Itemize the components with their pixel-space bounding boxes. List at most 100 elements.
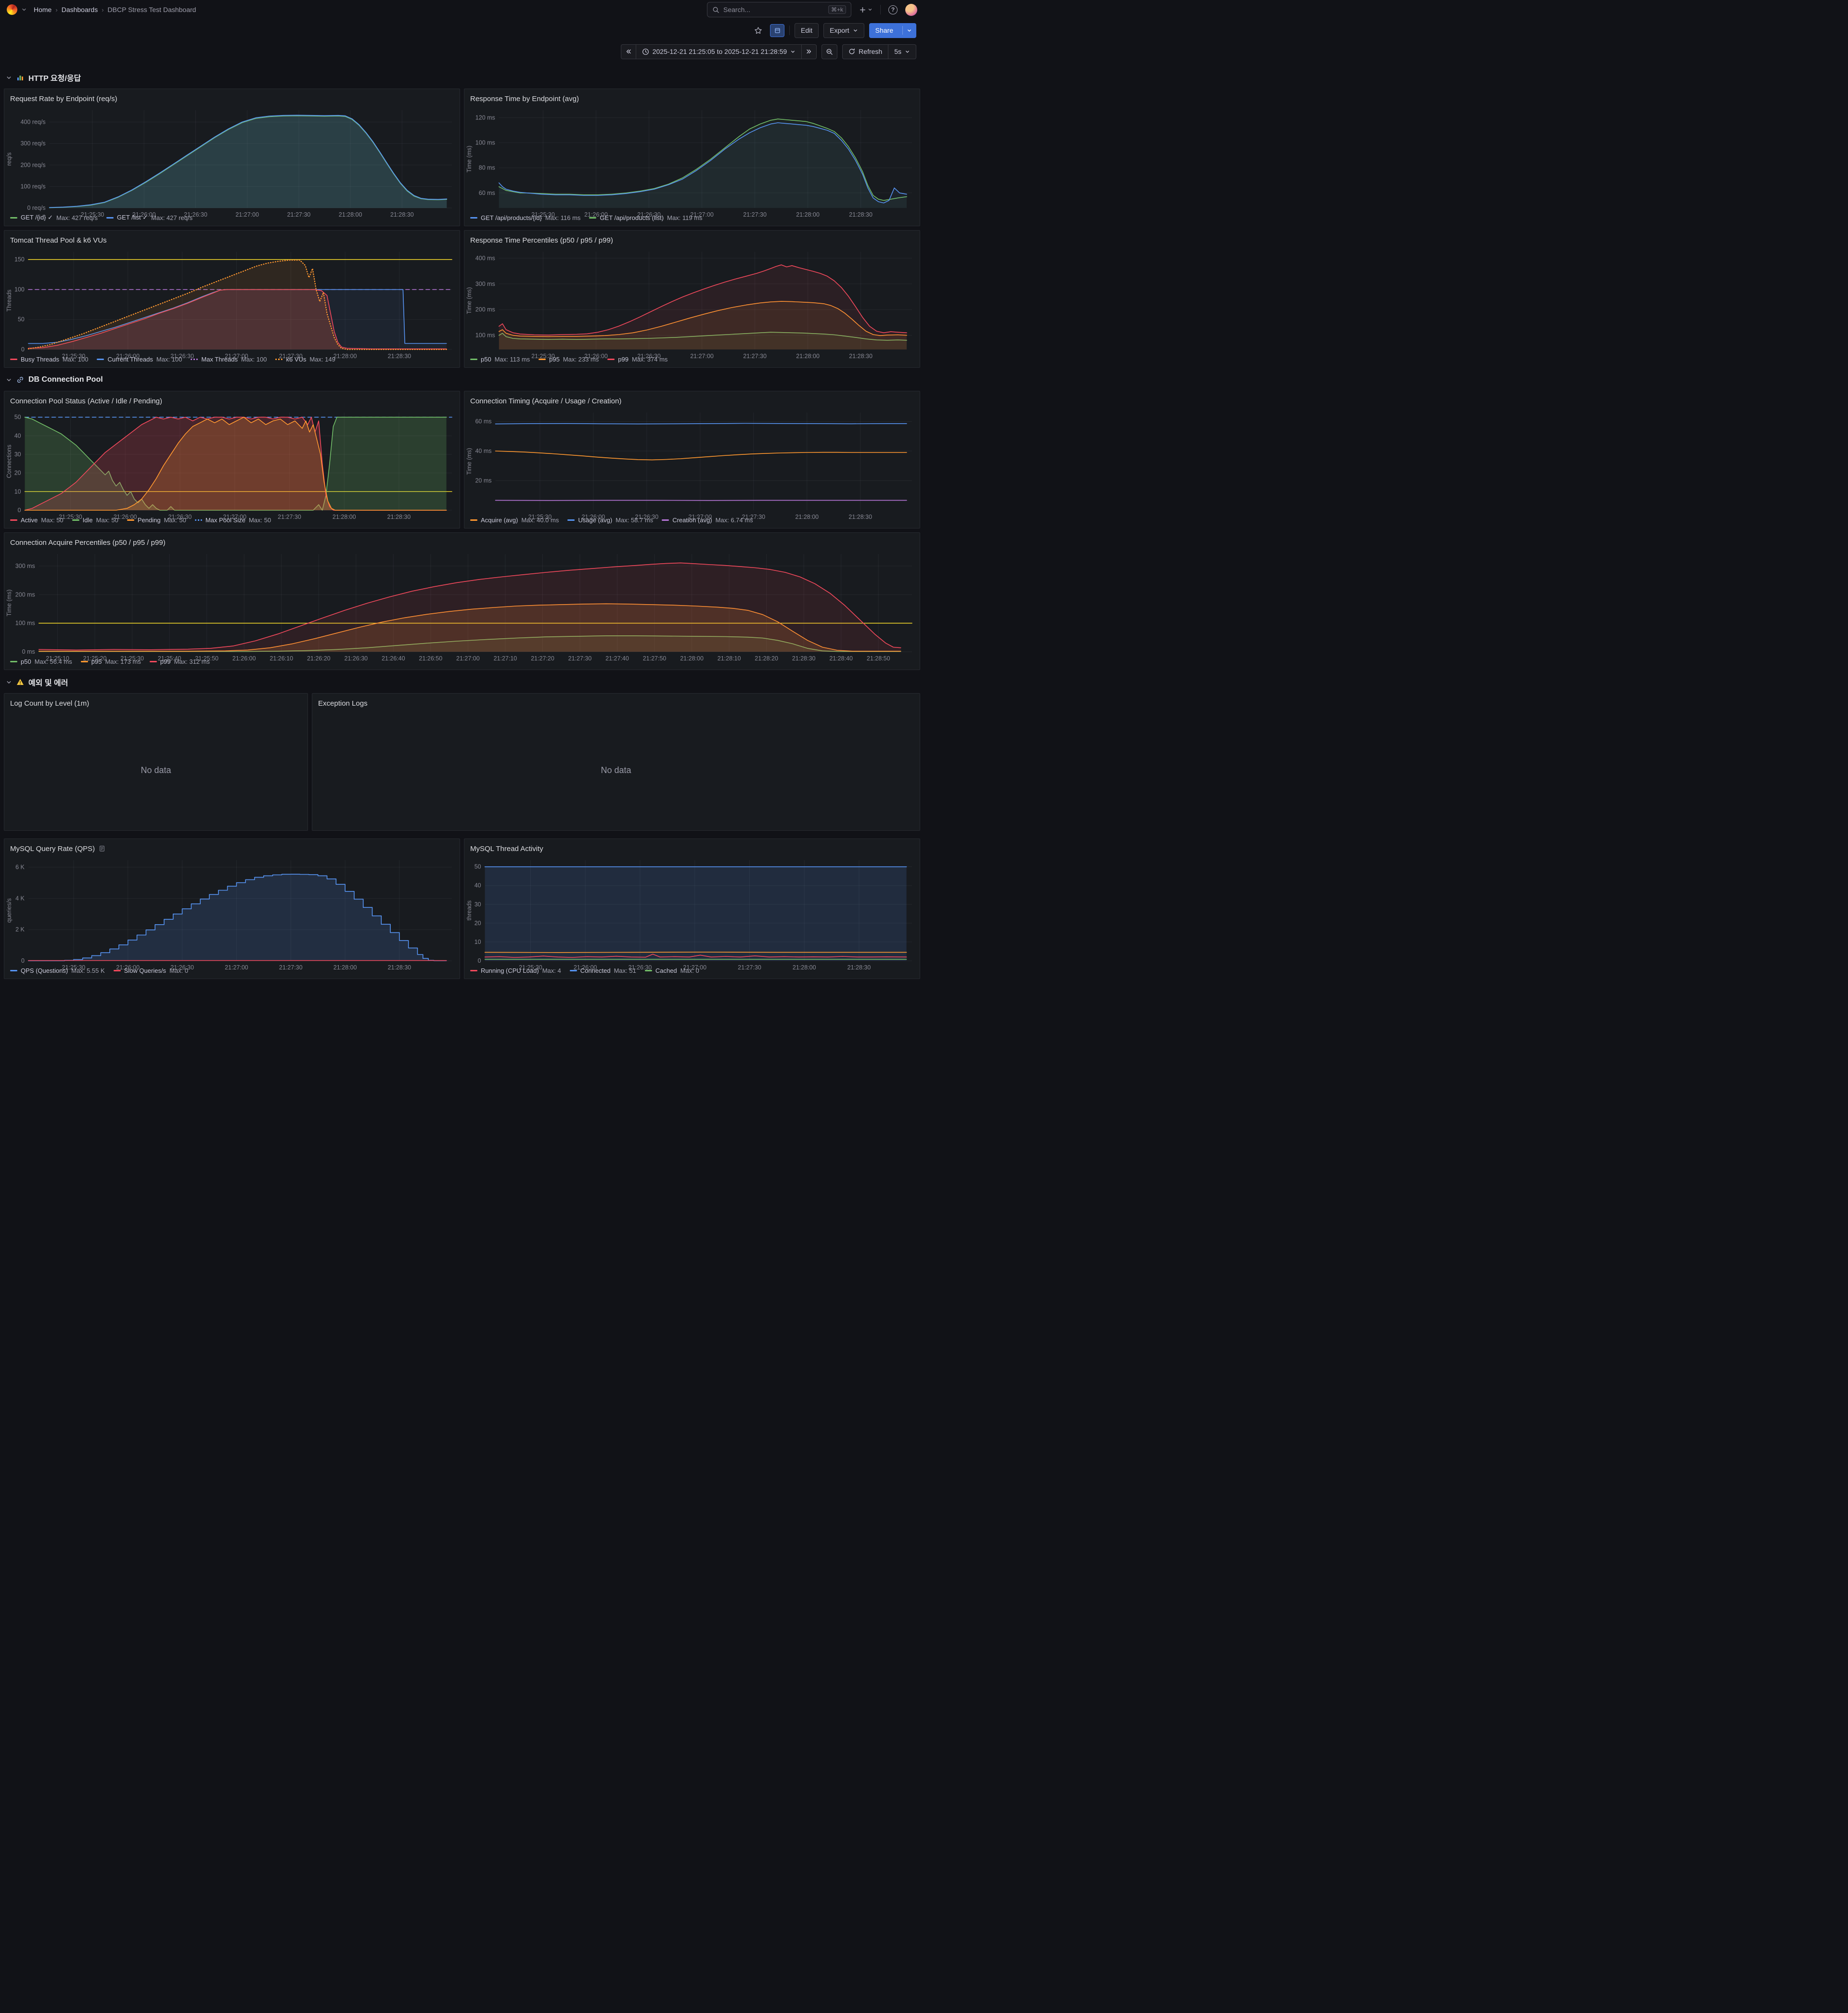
zoom-out-icon (826, 49, 833, 55)
panel-header[interactable]: Response Time Percentiles (p50 / p95 / p… (464, 231, 920, 247)
legend-item[interactable]: Max Threads Max: 100 (191, 356, 267, 363)
legend-series-max: Max: 100 (156, 356, 182, 363)
legend-item[interactable]: GET /api/products (list) Max: 119 ms (589, 214, 703, 221)
legend-item[interactable]: Slow Queries/s Max: 0 (113, 967, 188, 974)
panel-header[interactable]: Exception Logs (312, 694, 920, 710)
legend-item[interactable]: Acquire (avg) Max: 40.0 ms (470, 516, 559, 524)
clock-icon (642, 48, 649, 55)
panel-pool-status: Connection Pool Status (Active / Idle / … (4, 391, 460, 529)
no-data-text: No data (601, 765, 631, 775)
time-range-picker[interactable]: 2025-12-21 21:25:05 to 2025-12-21 21:28:… (635, 44, 802, 59)
share-button[interactable]: Share (869, 23, 916, 38)
kiosk-toggle-button[interactable] (770, 24, 785, 37)
legend-item[interactable]: p95 Max: 233 ms (539, 356, 599, 363)
chart-tomcat-threads[interactable]: 21:25:30 21:26:00 21:26:30 21:27:00 21:27:30… (4, 247, 460, 360)
svg-text:21:26:30: 21:26:30 (170, 353, 194, 360)
chart-pool-status[interactable]: 21:25:30 21:26:00 21:26:30 21:27:00 21:27:30… (4, 408, 460, 520)
section-errors-header[interactable]: 예외 및 에러 (6, 675, 918, 689)
section-dbcp-header[interactable]: DB Connection Pool (6, 373, 918, 387)
help-button[interactable]: ? (886, 2, 900, 17)
svg-text:21:27:30: 21:27:30 (743, 353, 767, 360)
legend-series-max: Max: 50 (96, 516, 118, 524)
legend-item[interactable]: Active Max: 50 (10, 516, 64, 524)
legend-item[interactable]: p50 Max: 113 ms (470, 356, 530, 363)
svg-text:21:28:20: 21:28:20 (755, 655, 778, 662)
export-button[interactable]: Export (823, 23, 864, 38)
panel-header[interactable]: Log Count by Level (1m) (4, 694, 308, 710)
breadcrumb-dashboards[interactable]: Dashboards (61, 6, 98, 13)
legend-item[interactable]: QPS (Questions) Max: 5.55 K (10, 967, 105, 974)
org-switcher-chevron-icon[interactable] (21, 7, 27, 13)
panel-description-icon[interactable] (99, 845, 105, 852)
legend-item[interactable]: Current Threads Max: 100 (97, 356, 182, 363)
svg-text:21:27:00: 21:27:00 (689, 514, 712, 520)
chart-legend: GET /{id} ✓ Max: 427 req/s GET /list ✓ Max:… (4, 213, 460, 226)
star-button[interactable] (751, 23, 765, 38)
legend-series-max: Max: 0 (680, 967, 699, 974)
edit-button[interactable]: Edit (795, 23, 819, 38)
legend-series-color (149, 661, 157, 662)
panel-title: MySQL Query Rate (QPS) (10, 844, 95, 853)
legend-item[interactable]: Busy Threads Max: 100 (10, 356, 88, 363)
legend-item[interactable]: GET /api/products/{id} Max: 116 ms (470, 214, 580, 221)
svg-text:21:28:50: 21:28:50 (867, 655, 890, 662)
search-input[interactable]: Search... ⌘+k (707, 2, 851, 17)
panel-header[interactable]: Tomcat Thread Pool & k6 VUs (4, 231, 460, 247)
chart-mysql-qps[interactable]: 21:25:30 21:26:00 21:26:30 21:27:00 21:27:30… (4, 855, 460, 971)
dashboard-canvas: HTTP 요청/응답 Request Rate by Endpoint (req… (0, 65, 924, 993)
refresh-button[interactable]: Refresh (842, 44, 888, 59)
legend-item[interactable]: Idle Max: 50 (72, 516, 118, 524)
legend-item[interactable]: Creation (avg) Max: 6.74 ms (662, 516, 753, 524)
chart-legend: Busy Threads Max: 100 Current Threads Max: … (4, 355, 460, 367)
zoom-out-button[interactable] (821, 44, 838, 59)
panel-header[interactable]: MySQL Query Rate (QPS) (4, 839, 460, 855)
time-shift-back-button[interactable] (620, 44, 636, 59)
panel-title: Connection Pool Status (Active / Idle / … (10, 397, 163, 405)
section-http-header[interactable]: HTTP 요청/응답 (6, 70, 918, 85)
refresh-interval-dropdown[interactable]: 5s (888, 44, 916, 59)
panel-header[interactable]: Connection Timing (Acquire / Usage / Cre… (464, 391, 920, 408)
panel-header[interactable]: Connection Pool Status (Active / Idle / … (4, 391, 460, 408)
share-menu-caret[interactable] (902, 26, 916, 35)
section-collapse-icon (6, 75, 12, 81)
add-button[interactable] (856, 2, 875, 17)
svg-text:21:26:30: 21:26:30 (170, 964, 194, 971)
breadcrumb-home[interactable]: Home (34, 6, 52, 13)
legend-item[interactable]: p95 Max: 173 ms (80, 658, 141, 665)
svg-text:21:28:30: 21:28:30 (387, 514, 411, 520)
svg-text:21:26:00: 21:26:00 (116, 353, 140, 360)
panel-header[interactable]: Connection Acquire Percentiles (p50 / p9… (4, 533, 920, 549)
chart-response-time[interactable]: 21:25:30 21:26:00 21:26:30 21:27:00 21:27:30… (464, 105, 920, 218)
legend-series-max: Max: 233 ms (563, 356, 599, 363)
panel-header[interactable]: Response Time by Endpoint (avg) (464, 89, 920, 105)
legend-item[interactable]: p50 Max: 56.4 ms (10, 658, 72, 665)
svg-text:21:28:00: 21:28:00 (680, 655, 704, 662)
legend-series-color (470, 359, 477, 360)
svg-text:21:28:30: 21:28:30 (792, 655, 816, 662)
legend-item[interactable]: k6 VUs Max: 149 (275, 356, 335, 363)
chart-legend: QPS (Questions) Max: 5.55 K Slow Queries/s… (4, 966, 460, 979)
svg-text:10: 10 (14, 488, 21, 495)
chart-connection-timing[interactable]: 21:25:30 21:26:00 21:26:30 21:27:00 21:27:30… (464, 408, 920, 520)
legend-item[interactable]: p99 Max: 312 ms (149, 658, 210, 665)
legend-item[interactable]: Cached Max: 0 (644, 967, 699, 974)
panel-connection-timing: Connection Timing (Acquire / Usage / Cre… (464, 391, 920, 529)
panel-acquire-percentiles: Connection Acquire Percentiles (p50 / p9… (4, 532, 920, 670)
chart-acquire-percentiles[interactable]: 21:25:10 21:25:20 21:25:30 21:25:40 21:25:50… (4, 549, 920, 662)
user-avatar[interactable] (905, 3, 917, 16)
legend-item[interactable]: Usage (avg) Max: 58.7 ms (567, 516, 653, 524)
legend-item[interactable]: Max Pool Size Max: 50 (194, 516, 271, 524)
grafana-logo[interactable] (7, 4, 17, 15)
chart-request-rate[interactable]: 21:25:30 21:26:00 21:26:30 21:27:00 21:27:30… (4, 105, 460, 218)
chart-mysql-threads[interactable]: 21:25:30 21:26:00 21:26:30 21:27:00 21:27:30… (464, 855, 920, 971)
legend-item[interactable]: GET /{id} ✓ Max: 427 req/s (10, 214, 98, 221)
legend-item[interactable]: Connected Max: 51 (569, 967, 636, 974)
panel-header[interactable]: Request Rate by Endpoint (req/s) (4, 89, 460, 105)
legend-item[interactable]: Running (CPU Load) Max: 4 (470, 967, 561, 974)
time-shift-forward-button[interactable] (801, 44, 817, 59)
legend-item[interactable]: Pending Max: 50 (127, 516, 186, 524)
chart-response-percentiles[interactable]: 21:25:30 21:26:00 21:26:30 21:27:00 21:27:30… (464, 247, 920, 360)
panel-header[interactable]: MySQL Thread Activity (464, 839, 920, 855)
legend-item[interactable]: GET /list ✓ Max: 427 req/s (106, 214, 192, 221)
legend-item[interactable]: p99 Max: 374 ms (607, 356, 667, 363)
